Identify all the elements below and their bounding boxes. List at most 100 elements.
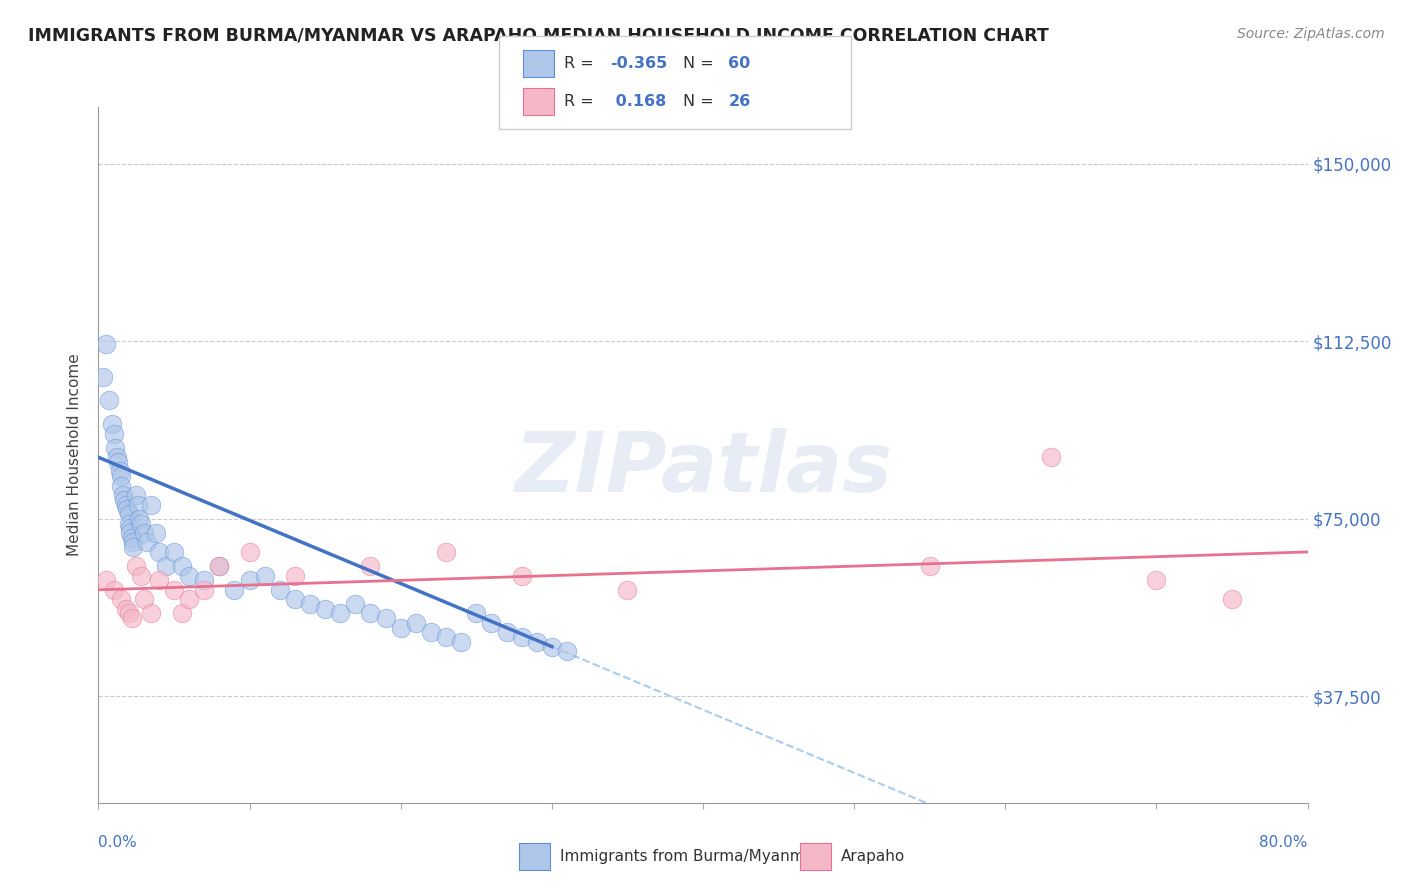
Text: R =: R = xyxy=(564,56,599,71)
Text: Immigrants from Burma/Myanmar: Immigrants from Burma/Myanmar xyxy=(560,849,820,863)
Point xyxy=(103,582,125,597)
Text: 0.168: 0.168 xyxy=(610,94,666,109)
Point xyxy=(329,607,352,621)
Point xyxy=(114,498,136,512)
Point xyxy=(94,574,117,588)
Point xyxy=(103,426,125,441)
Point xyxy=(101,417,124,432)
Point xyxy=(1039,450,1062,465)
Point xyxy=(541,640,564,654)
Point xyxy=(141,607,163,621)
Point xyxy=(135,535,157,549)
Point xyxy=(284,568,307,582)
Point xyxy=(118,516,141,531)
Point xyxy=(132,592,155,607)
Point xyxy=(122,535,145,549)
Text: IMMIGRANTS FROM BURMA/MYANMAR VS ARAPAHO MEDIAN HOUSEHOLD INCOME CORRELATION CHA: IMMIGRANTS FROM BURMA/MYANMAR VS ARAPAHO… xyxy=(28,27,1049,45)
Point xyxy=(110,478,132,492)
Point xyxy=(434,630,457,644)
Point xyxy=(120,521,142,535)
Point xyxy=(155,559,177,574)
Point xyxy=(193,582,215,597)
Point xyxy=(108,465,131,479)
Text: 60: 60 xyxy=(728,56,751,71)
Point xyxy=(420,625,443,640)
Point xyxy=(1220,592,1243,607)
Point xyxy=(112,492,135,507)
Point xyxy=(284,592,307,607)
Point xyxy=(122,540,145,554)
Point xyxy=(555,644,578,658)
Point xyxy=(495,625,517,640)
Point xyxy=(314,601,336,615)
Point xyxy=(269,582,291,597)
Point xyxy=(94,336,117,351)
Point xyxy=(118,507,141,521)
Text: ZIPatlas: ZIPatlas xyxy=(515,428,891,509)
Y-axis label: Median Household Income: Median Household Income xyxy=(67,353,83,557)
Point xyxy=(110,469,132,483)
Point xyxy=(510,630,533,644)
Point xyxy=(239,574,262,588)
Point xyxy=(360,559,382,574)
Point xyxy=(299,597,322,611)
Point xyxy=(208,559,231,574)
Point xyxy=(121,611,143,625)
Point xyxy=(127,498,149,512)
Point xyxy=(120,526,142,541)
Point xyxy=(121,531,143,545)
Text: 80.0%: 80.0% xyxy=(1260,836,1308,850)
Point xyxy=(118,607,141,621)
Point xyxy=(434,545,457,559)
Point xyxy=(208,559,231,574)
Text: Source: ZipAtlas.com: Source: ZipAtlas.com xyxy=(1237,27,1385,41)
Text: Arapaho: Arapaho xyxy=(841,849,905,863)
Point xyxy=(405,615,427,630)
Point xyxy=(111,488,134,502)
Point xyxy=(179,568,201,582)
Point xyxy=(170,559,193,574)
Point xyxy=(253,568,276,582)
Point xyxy=(132,526,155,541)
Point xyxy=(128,512,150,526)
Point xyxy=(114,601,136,615)
Text: R =: R = xyxy=(564,94,599,109)
Point xyxy=(389,621,412,635)
Point xyxy=(163,545,186,559)
Point xyxy=(148,574,170,588)
Point xyxy=(1146,574,1168,588)
Point xyxy=(239,545,262,559)
Point xyxy=(104,441,127,455)
Point xyxy=(145,526,167,541)
Point xyxy=(125,488,148,502)
Point xyxy=(374,611,396,625)
Text: -0.365: -0.365 xyxy=(610,56,668,71)
Point xyxy=(526,635,548,649)
Point xyxy=(148,545,170,559)
Point xyxy=(481,615,503,630)
Point xyxy=(115,502,138,516)
Point xyxy=(450,635,472,649)
Point xyxy=(193,574,215,588)
Point xyxy=(107,455,129,469)
Point xyxy=(125,559,148,574)
Text: 0.0%: 0.0% xyxy=(98,836,138,850)
Point xyxy=(918,559,941,574)
Point xyxy=(170,607,193,621)
Point xyxy=(179,592,201,607)
Point xyxy=(163,582,186,597)
Point xyxy=(360,607,382,621)
Point xyxy=(105,450,128,465)
Text: N =: N = xyxy=(683,94,720,109)
Point xyxy=(616,582,638,597)
Text: N =: N = xyxy=(683,56,720,71)
Point xyxy=(98,393,121,408)
Point xyxy=(465,607,488,621)
Point xyxy=(129,516,152,531)
Point xyxy=(141,498,163,512)
Point xyxy=(110,592,132,607)
Point xyxy=(344,597,367,611)
Point xyxy=(129,568,152,582)
Point xyxy=(224,582,246,597)
Point xyxy=(510,568,533,582)
